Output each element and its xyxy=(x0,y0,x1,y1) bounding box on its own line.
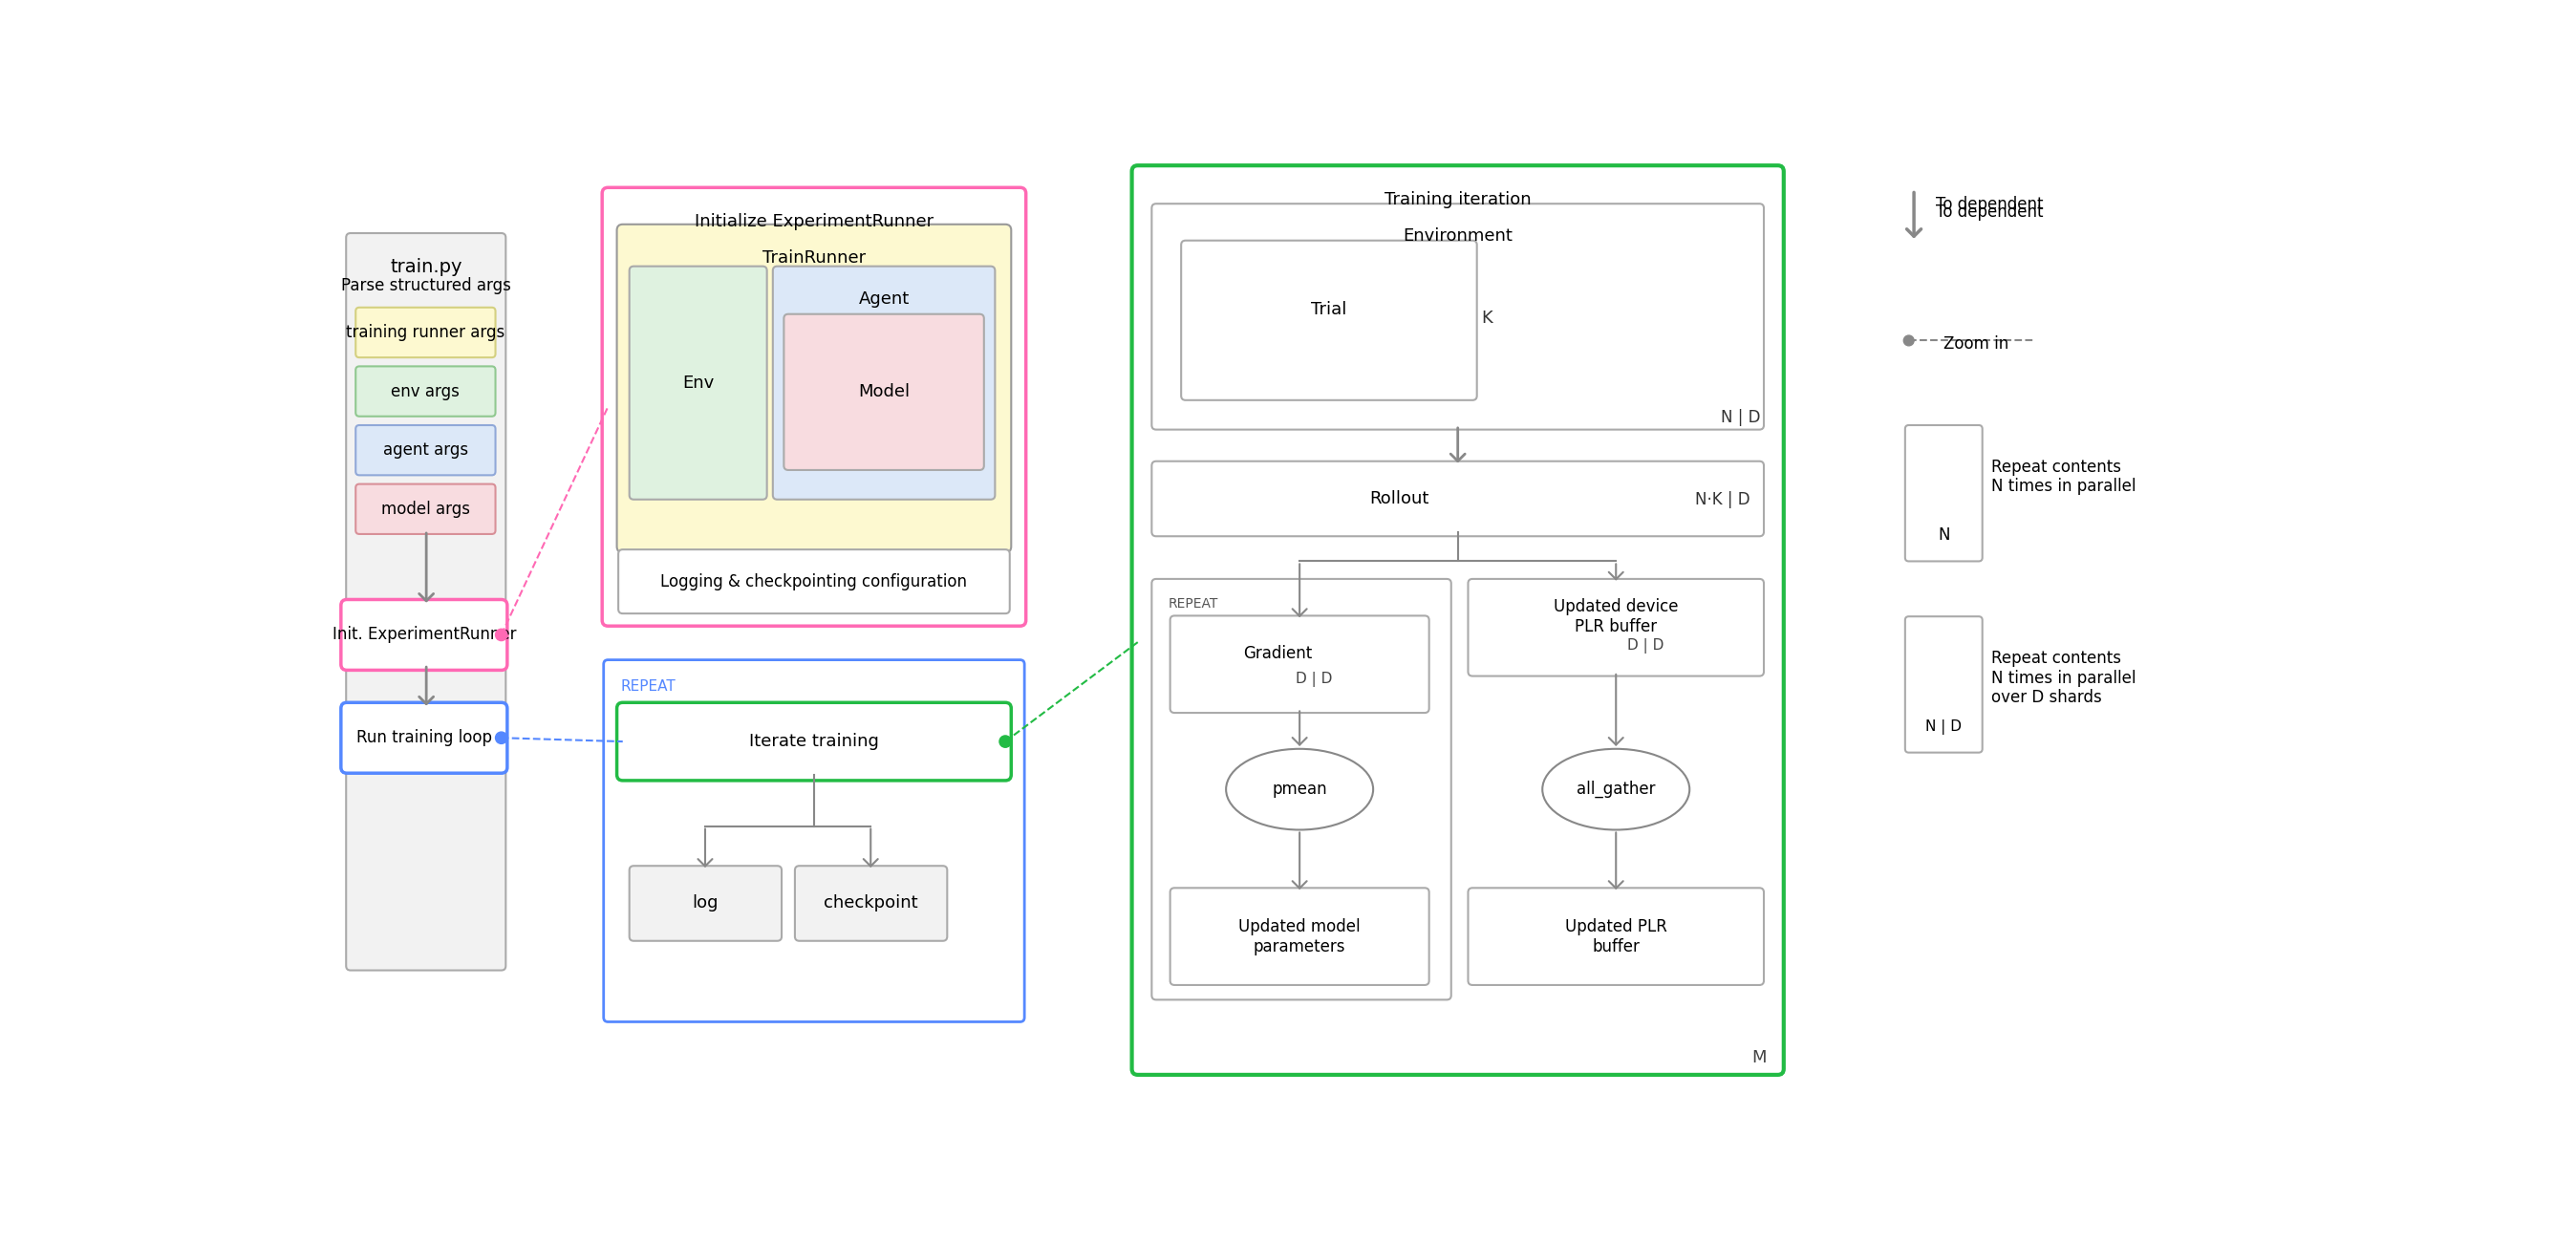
Text: Initialize ExperimentRunner: Initialize ExperimentRunner xyxy=(696,213,933,230)
FancyBboxPatch shape xyxy=(1906,617,1984,753)
Text: Parse structured args: Parse structured args xyxy=(340,276,510,294)
FancyBboxPatch shape xyxy=(1468,578,1765,675)
Text: pmean: pmean xyxy=(1273,781,1327,797)
Text: To dependent: To dependent xyxy=(1937,203,2043,220)
Text: Updated PLR
buffer: Updated PLR buffer xyxy=(1564,918,1667,955)
Circle shape xyxy=(495,629,507,641)
Text: Zoom in: Zoom in xyxy=(1942,335,2009,352)
Text: M: M xyxy=(1752,1049,1767,1066)
Text: training runner args: training runner args xyxy=(345,323,505,341)
FancyBboxPatch shape xyxy=(783,313,984,470)
Text: Updated device
PLR buffer: Updated device PLR buffer xyxy=(1553,598,1680,634)
Text: N: N xyxy=(1937,527,1950,544)
FancyBboxPatch shape xyxy=(1170,616,1430,713)
FancyBboxPatch shape xyxy=(629,266,768,500)
Text: Run training loop: Run training loop xyxy=(355,729,492,746)
Text: TrainRunner: TrainRunner xyxy=(762,250,866,266)
FancyBboxPatch shape xyxy=(1131,165,1783,1075)
Text: K: K xyxy=(1481,310,1494,327)
Text: REPEAT: REPEAT xyxy=(1167,597,1218,611)
Text: Agent: Agent xyxy=(858,290,909,307)
FancyBboxPatch shape xyxy=(1468,888,1765,985)
FancyBboxPatch shape xyxy=(340,703,507,774)
Text: N | D: N | D xyxy=(1721,409,1762,427)
FancyBboxPatch shape xyxy=(1151,462,1765,536)
Text: Gradient: Gradient xyxy=(1244,644,1311,662)
FancyBboxPatch shape xyxy=(616,224,1012,552)
FancyBboxPatch shape xyxy=(1151,204,1765,429)
Text: Env: Env xyxy=(683,374,714,392)
FancyBboxPatch shape xyxy=(1151,578,1450,1000)
FancyBboxPatch shape xyxy=(355,307,495,357)
Text: Repeat contents
N times in parallel: Repeat contents N times in parallel xyxy=(1991,458,2136,495)
Text: agent args: agent args xyxy=(384,442,469,459)
Text: Rollout: Rollout xyxy=(1368,490,1430,508)
FancyBboxPatch shape xyxy=(1182,240,1476,401)
Circle shape xyxy=(999,735,1012,748)
Text: To dependent: To dependent xyxy=(1937,195,2043,213)
FancyBboxPatch shape xyxy=(345,233,505,970)
Text: log: log xyxy=(693,894,719,912)
FancyBboxPatch shape xyxy=(355,366,495,417)
Text: D | D: D | D xyxy=(1296,672,1332,687)
Text: Iterate training: Iterate training xyxy=(750,733,878,750)
Text: Trial: Trial xyxy=(1311,301,1347,318)
Text: checkpoint: checkpoint xyxy=(824,894,917,912)
Text: Updated model
parameters: Updated model parameters xyxy=(1239,918,1360,955)
Text: Logging & checkpointing configuration: Logging & checkpointing configuration xyxy=(659,573,969,590)
Text: env args: env args xyxy=(392,383,461,399)
Text: all_gather: all_gather xyxy=(1577,781,1656,799)
Text: D | D: D | D xyxy=(1628,638,1664,653)
FancyBboxPatch shape xyxy=(340,600,507,671)
Text: Init. ExperimentRunner: Init. ExperimentRunner xyxy=(332,626,515,643)
Text: Training iteration: Training iteration xyxy=(1383,190,1530,208)
Text: N | D: N | D xyxy=(1927,719,1963,734)
Text: N·K | D: N·K | D xyxy=(1695,491,1749,508)
Text: Environment: Environment xyxy=(1404,228,1512,245)
Text: Model: Model xyxy=(858,383,909,401)
FancyBboxPatch shape xyxy=(355,425,495,475)
Text: REPEAT: REPEAT xyxy=(621,679,675,693)
Text: train.py: train.py xyxy=(389,258,461,276)
FancyBboxPatch shape xyxy=(773,266,994,500)
FancyBboxPatch shape xyxy=(629,866,781,940)
FancyBboxPatch shape xyxy=(618,550,1010,613)
Circle shape xyxy=(495,731,507,744)
Ellipse shape xyxy=(1226,749,1373,830)
Text: Repeat contents
N times in parallel
over D shards: Repeat contents N times in parallel over… xyxy=(1991,649,2136,707)
FancyBboxPatch shape xyxy=(603,659,1025,1021)
Text: model args: model args xyxy=(381,500,469,518)
Circle shape xyxy=(1904,336,1914,346)
FancyBboxPatch shape xyxy=(603,188,1025,626)
FancyBboxPatch shape xyxy=(796,866,948,940)
FancyBboxPatch shape xyxy=(1170,888,1430,985)
FancyBboxPatch shape xyxy=(616,703,1012,780)
FancyBboxPatch shape xyxy=(1906,425,1984,561)
Ellipse shape xyxy=(1543,749,1690,830)
FancyBboxPatch shape xyxy=(355,484,495,534)
